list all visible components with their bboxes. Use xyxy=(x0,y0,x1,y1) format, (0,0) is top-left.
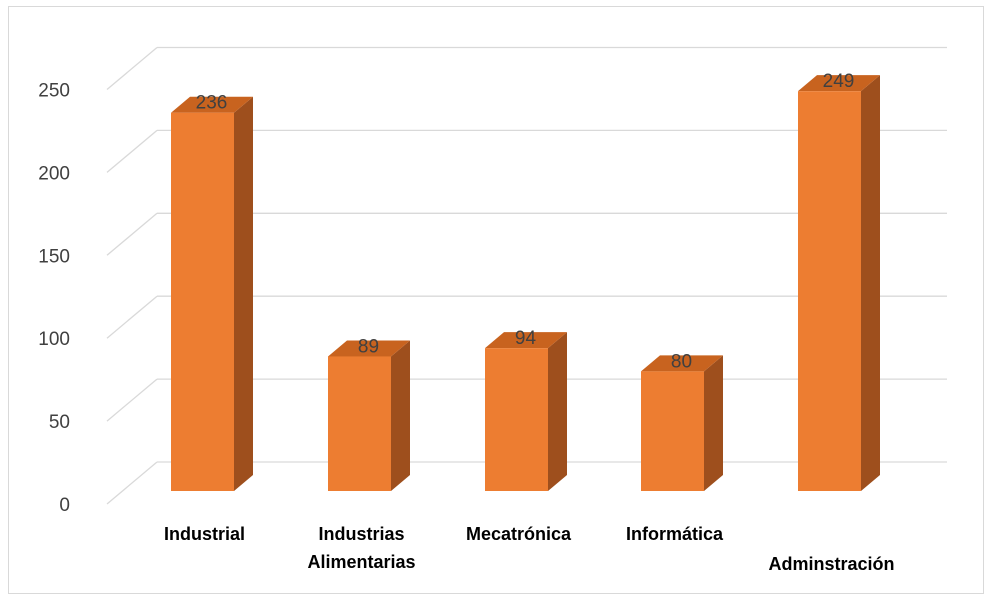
gridline-side xyxy=(106,212,158,256)
bar-top xyxy=(328,340,410,357)
bar-side xyxy=(704,355,723,491)
gridline-side xyxy=(106,295,158,339)
bar-side xyxy=(548,332,567,491)
bar-side xyxy=(234,96,253,491)
gridline-side xyxy=(106,129,158,173)
bar-front xyxy=(641,371,704,491)
data-label: 80 xyxy=(671,351,692,372)
data-label: 94 xyxy=(515,328,537,349)
x-tick-label: Mecatrónica xyxy=(466,524,572,544)
y-tick-label: 200 xyxy=(38,163,70,184)
bar xyxy=(328,340,410,491)
bar xyxy=(641,355,723,491)
bar-front xyxy=(171,112,234,491)
x-tick-label: Adminstración xyxy=(768,554,894,574)
x-tick-label: Industrias xyxy=(318,524,404,544)
bar-side xyxy=(391,340,410,491)
gridline-side xyxy=(106,47,158,90)
bar-top xyxy=(171,96,253,113)
bar-front xyxy=(485,348,548,491)
gridline-side xyxy=(106,461,158,505)
bar-top xyxy=(798,75,880,92)
gridline-side xyxy=(106,378,158,422)
x-tick-label: Informática xyxy=(626,524,724,544)
y-tick-label: 50 xyxy=(49,412,70,433)
bar-front xyxy=(328,356,391,491)
data-label: 249 xyxy=(823,71,855,92)
x-tick-label: Industrial xyxy=(164,524,245,544)
bar-top xyxy=(485,332,567,349)
bar xyxy=(485,332,567,491)
bar-front xyxy=(798,91,861,492)
x-tick-label: Alimentarias xyxy=(307,552,415,572)
data-label: 236 xyxy=(196,93,228,114)
y-tick-label: 100 xyxy=(38,329,70,350)
y-tick-label: 0 xyxy=(59,495,70,516)
bar xyxy=(798,75,880,492)
bar-side xyxy=(861,75,880,492)
bar xyxy=(171,96,253,491)
y-tick-label: 250 xyxy=(38,81,70,102)
bar-top xyxy=(641,355,723,372)
y-tick-label: 150 xyxy=(38,246,70,267)
data-label: 89 xyxy=(358,336,379,357)
